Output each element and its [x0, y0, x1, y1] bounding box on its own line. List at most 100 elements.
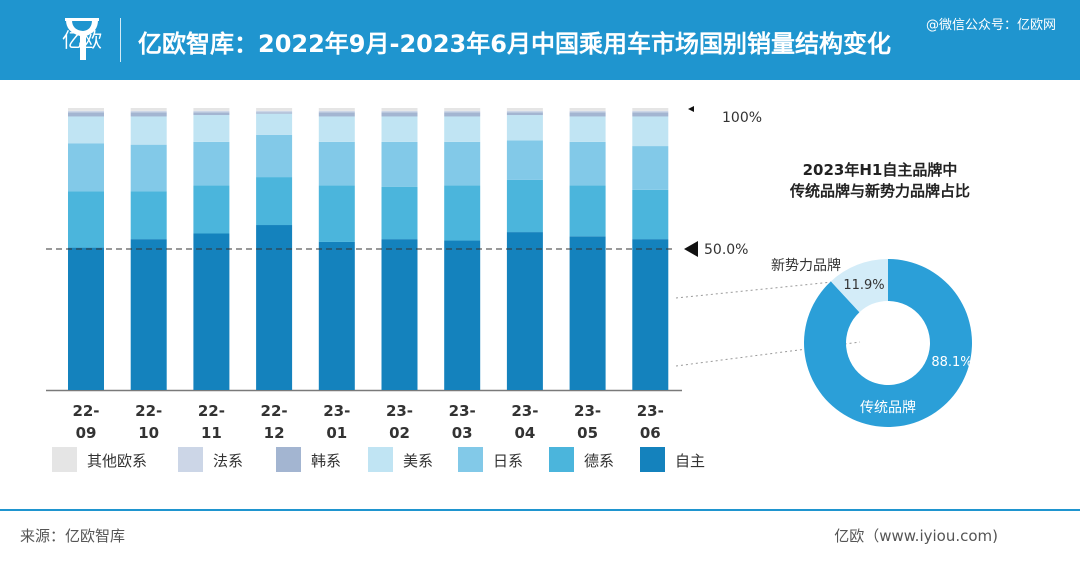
bar-segment-德系-8 [569, 185, 606, 237]
bar-segment-自主-9 [632, 239, 669, 390]
x-tick-label-bottom-6: 03 [452, 424, 473, 440]
bar-segment-美系-9 [632, 116, 669, 147]
legend-label-其他欧系: 其他欧系 [87, 452, 148, 470]
legend-swatch-日系 [458, 447, 483, 472]
bar-segment-自主-7 [506, 232, 543, 390]
footer-divider [0, 509, 1080, 511]
x-tick-label-top-7: 23- [511, 402, 538, 420]
x-tick-label-top-4: 23- [323, 402, 350, 420]
x-tick-label-bottom-5: 02 [389, 424, 410, 440]
legend-label-德系: 德系 [584, 452, 615, 470]
bar-segment-美系-4 [318, 116, 355, 142]
bar-segment-法系-9 [632, 110, 669, 113]
legend-label-美系: 美系 [403, 452, 434, 470]
bar-segment-德系-3 [256, 177, 293, 226]
bar-segment-其他欧系-3 [256, 108, 293, 111]
bar-segment-德系-9 [632, 189, 669, 240]
x-tick-label-bottom-8: 05 [577, 424, 598, 440]
x-tick-label-top-2: 22- [198, 402, 225, 420]
reference-marker-100-icon [688, 106, 694, 112]
x-tick-label-bottom-1: 10 [138, 424, 159, 440]
bar-segment-法系-2 [193, 110, 230, 113]
legend-swatch-美系 [368, 447, 393, 472]
bar-segment-法系-6 [444, 110, 481, 113]
legend-label-法系: 法系 [213, 452, 244, 470]
legend-swatch-法系 [178, 447, 203, 472]
reference-marker-50-icon [684, 241, 698, 257]
x-tick-label-top-5: 23- [386, 402, 413, 420]
donut-title: 2023年H1自主品牌中 传统品牌与新势力品牌占比 [740, 160, 1020, 202]
legend-swatch-自主 [640, 447, 665, 472]
bar-segment-日系-4 [318, 141, 355, 186]
bar-segment-日系-1 [130, 144, 167, 192]
legend-label-自主: 自主 [675, 452, 706, 470]
x-tick-label-bottom-2: 11 [201, 424, 222, 440]
bar-segment-法系-1 [130, 110, 167, 113]
bar-segment-自主-2 [193, 233, 230, 390]
bar-segment-韩系-8 [569, 112, 606, 117]
bar-segment-法系-5 [381, 110, 418, 113]
bar-segment-韩系-1 [130, 112, 167, 117]
donut-value-label-1: 11.9% [843, 278, 884, 293]
bar-segment-其他欧系-0 [68, 108, 104, 111]
bar-segment-其他欧系-2 [193, 108, 230, 111]
bar-segment-韩系-4 [318, 112, 355, 117]
bar-segment-日系-5 [381, 141, 418, 187]
x-tick-label-top-3: 22- [261, 402, 288, 420]
donut-title-line-2: 传统品牌与新势力品牌占比 [789, 182, 970, 200]
bar-segment-美系-1 [130, 116, 167, 145]
bar-segment-日系-6 [444, 141, 481, 186]
bar-segment-其他欧系-8 [569, 108, 606, 111]
bar-segment-韩系-3 [256, 112, 293, 114]
legend-label-韩系: 韩系 [311, 452, 342, 470]
bar-segment-自主-1 [130, 239, 167, 390]
bar-segment-德系-7 [506, 179, 543, 233]
bar-segment-德系-4 [318, 185, 355, 242]
bar-segment-美系-2 [193, 115, 230, 142]
donut-slice-新势力品牌 [830, 259, 888, 313]
bar-segment-韩系-2 [193, 112, 230, 116]
bar-segment-韩系-5 [381, 112, 418, 117]
donut-slice-传统品牌 [804, 259, 973, 427]
header-divider [120, 18, 121, 62]
bar-segment-法系-0 [68, 110, 104, 113]
bar-segment-美系-0 [68, 116, 104, 144]
x-tick-label-top-0: 22- [72, 402, 99, 420]
bar-segment-自主-8 [569, 236, 606, 390]
legend-swatch-韩系 [276, 447, 301, 472]
source-text: 来源：亿欧智库 [20, 527, 126, 545]
bar-segment-日系-2 [193, 141, 230, 186]
yiou-logo-icon [65, 18, 99, 60]
bar-segment-其他欧系-1 [130, 108, 167, 111]
bar-segment-法系-8 [569, 110, 606, 113]
donut-value-label-0: 88.1% [931, 355, 972, 370]
x-tick-label-top-8: 23- [574, 402, 601, 420]
bar-segment-韩系-0 [68, 112, 104, 117]
bar-segment-日系-8 [569, 141, 606, 186]
bar-segment-法系-4 [318, 110, 355, 113]
logo-text: 亿欧 [62, 28, 102, 52]
bar-segment-日系-0 [68, 143, 104, 192]
donut-slice-label-0: 传统品牌 [860, 399, 916, 416]
bar-segment-其他欧系-5 [381, 108, 418, 111]
bar-segment-日系-3 [256, 134, 293, 178]
bar-segment-韩系-7 [506, 112, 543, 116]
x-tick-label-bottom-3: 12 [264, 424, 285, 440]
x-tick-label-bottom-9: 06 [640, 424, 661, 440]
bar-segment-其他欧系-6 [444, 108, 481, 111]
x-tick-label-bottom-0: 09 [76, 424, 97, 440]
reference-label-50: 50.0% [704, 242, 748, 258]
bar-segment-其他欧系-9 [632, 108, 669, 111]
legend-swatch-德系 [549, 447, 574, 472]
bar-segment-其他欧系-7 [506, 108, 543, 111]
x-tick-label-top-6: 23- [449, 402, 476, 420]
bar-segment-德系-1 [130, 191, 167, 240]
bar-segment-德系-5 [381, 186, 418, 240]
bar-segment-自主-3 [256, 225, 293, 390]
bar-segment-韩系-9 [632, 112, 669, 117]
bar-segment-美系-7 [506, 115, 543, 141]
bar-segment-其他欧系-4 [318, 108, 355, 111]
x-tick-label-top-9: 23- [637, 402, 664, 420]
legend-label-日系: 日系 [493, 452, 524, 470]
bar-segment-德系-0 [68, 191, 104, 248]
